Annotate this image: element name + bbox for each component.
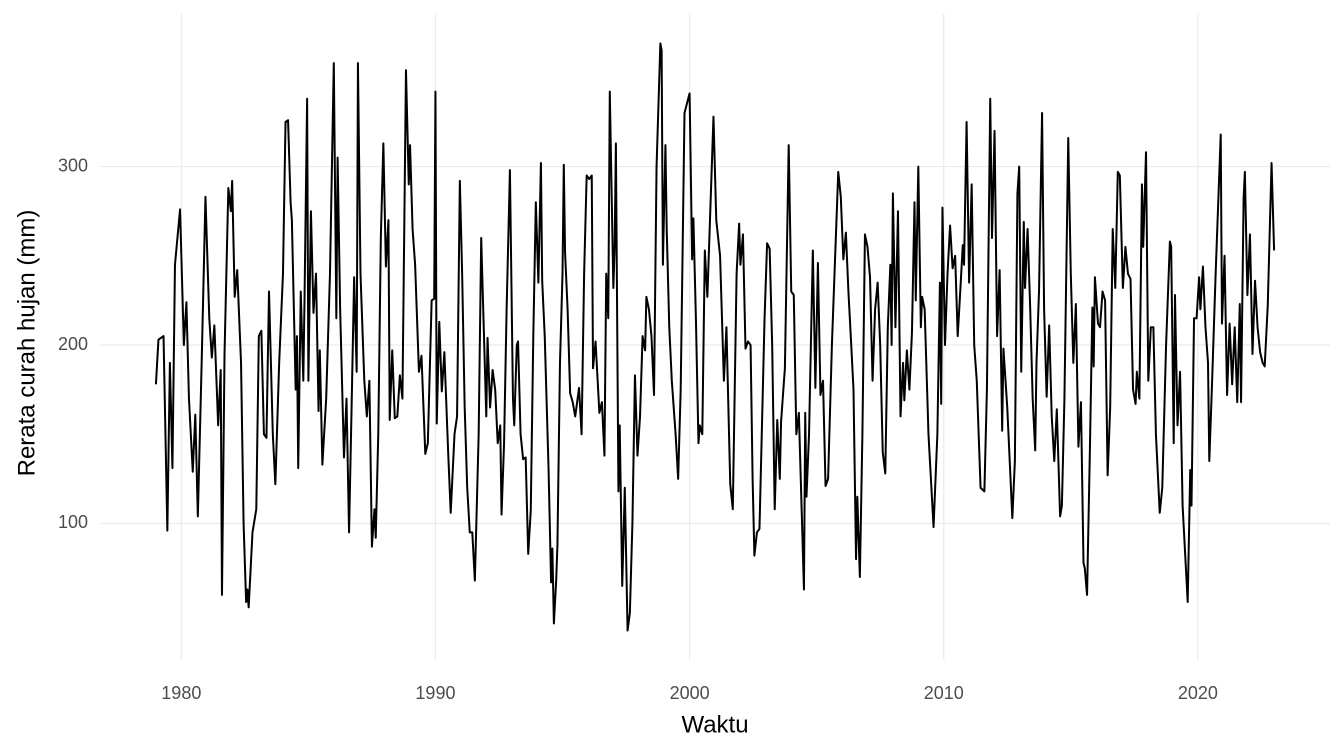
x-tick-label: 1980	[161, 683, 201, 703]
grid	[100, 14, 1330, 660]
y-tick-label: 300	[58, 155, 88, 175]
x-tick-label: 2020	[1178, 683, 1218, 703]
x-axis-title: Waktu	[681, 711, 748, 738]
y-axis-title: Rerata curah hujan (mm)	[13, 210, 40, 477]
y-tick-label: 100	[58, 512, 88, 532]
x-tick-label: 2010	[924, 683, 964, 703]
x-tick-label: 1990	[415, 683, 455, 703]
y-tick-label: 200	[58, 334, 88, 354]
x-tick-label: 2000	[670, 683, 710, 703]
data-line	[154, 42, 1276, 632]
